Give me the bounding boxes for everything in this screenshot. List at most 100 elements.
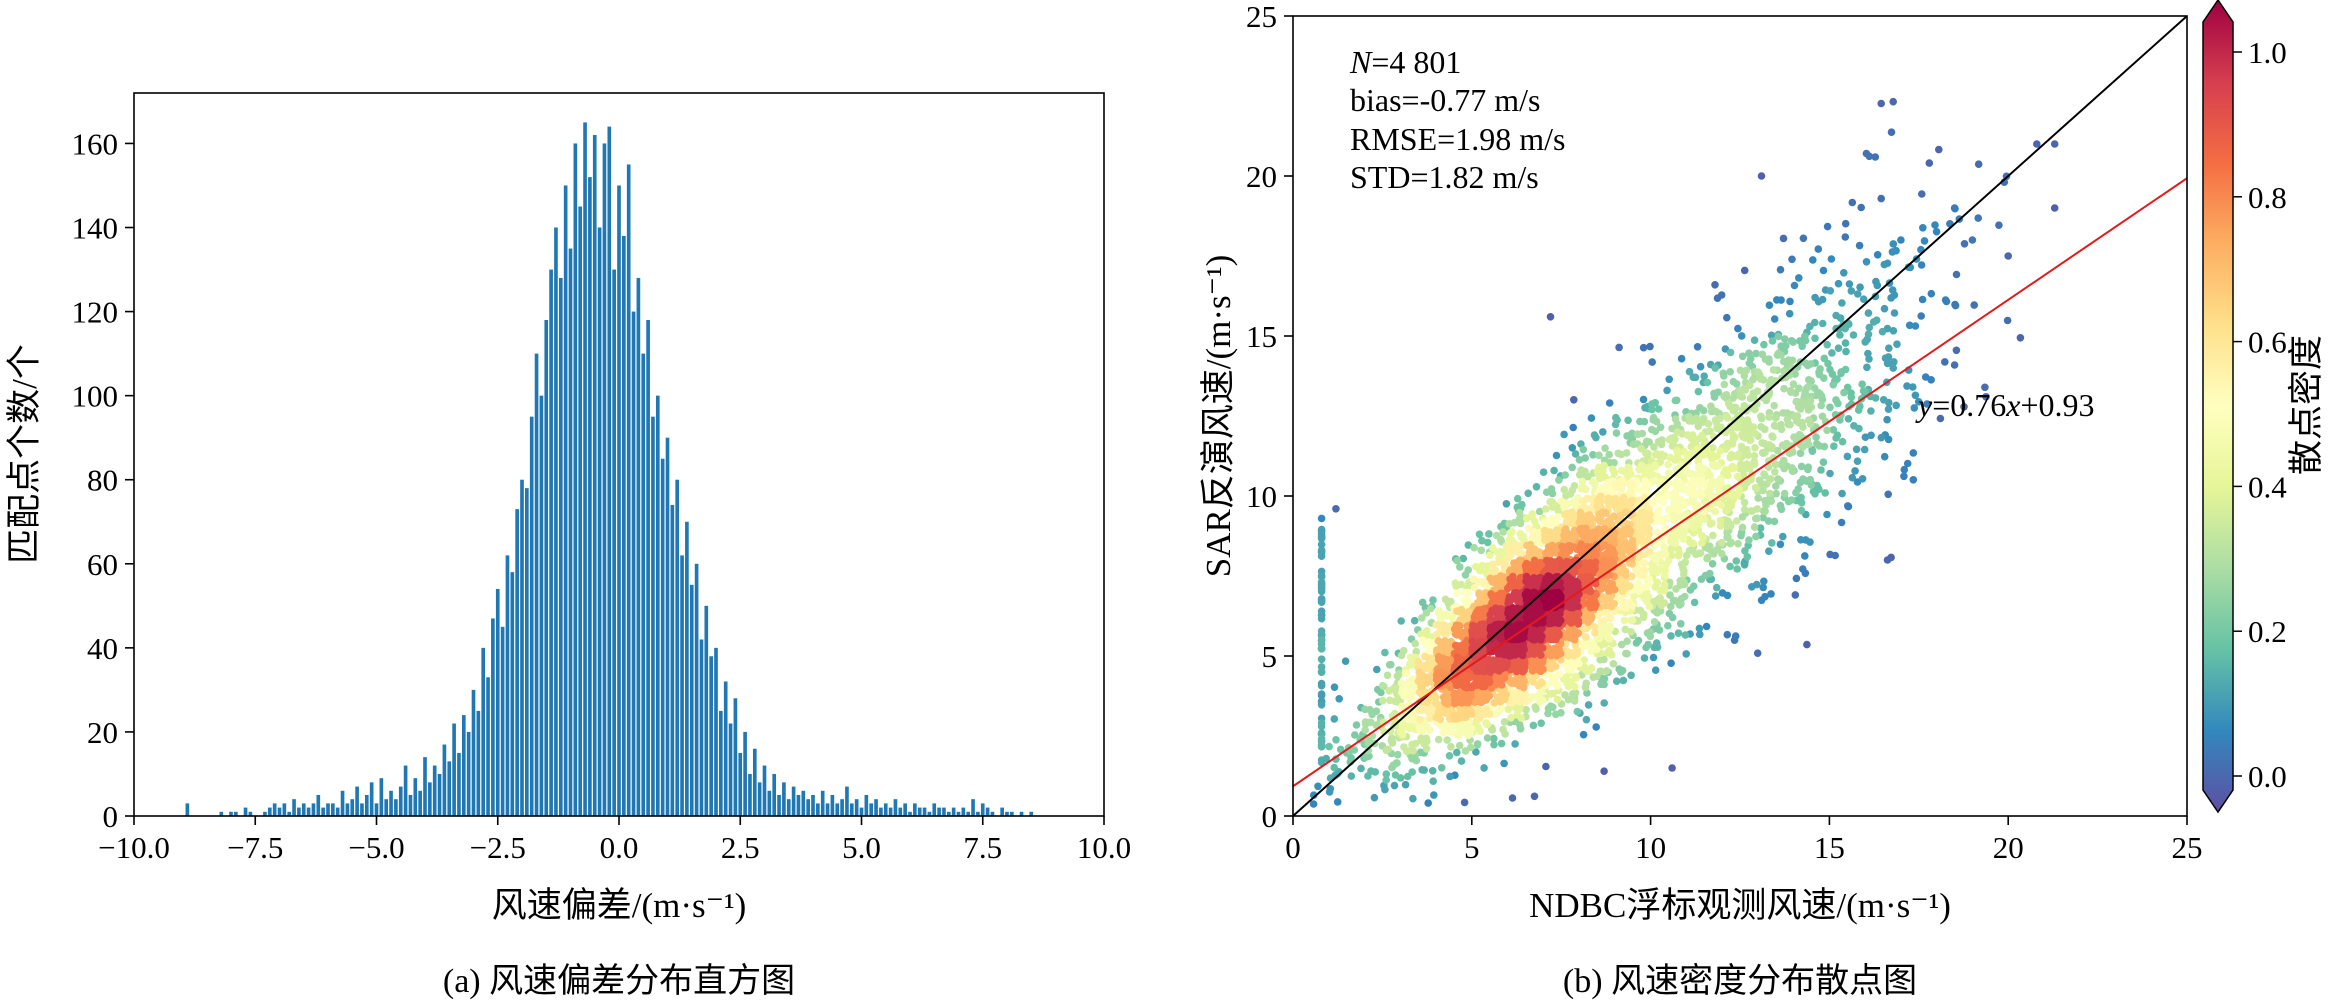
scatter-point xyxy=(1723,412,1731,421)
histogram-bar xyxy=(248,811,253,816)
scatter-point xyxy=(1350,746,1359,754)
scatter-point xyxy=(1674,551,1683,560)
scatter-point xyxy=(1735,485,1743,493)
scatter-point xyxy=(1817,466,1825,474)
scatter-point xyxy=(1810,384,1819,392)
histogram-bar xyxy=(646,319,650,816)
scatter-point xyxy=(1401,669,1410,678)
scatter-point xyxy=(1663,514,1671,522)
scatter-point xyxy=(1668,424,1676,433)
scatter-point xyxy=(1459,677,1468,685)
scatter-point xyxy=(1411,639,1420,648)
scatter-point xyxy=(1633,430,1642,439)
scatter-point xyxy=(1780,384,1788,393)
scatter-point xyxy=(1655,552,1664,560)
scatter-point xyxy=(1903,459,1912,468)
scatter-point xyxy=(1801,359,1810,368)
histogram-bar xyxy=(932,803,937,816)
scatter-point xyxy=(1774,332,1783,341)
scatter-point xyxy=(1622,449,1631,457)
y-tick-label: 160 xyxy=(72,126,119,161)
scatter-point xyxy=(1820,442,1829,451)
scatter-point xyxy=(1513,494,1522,503)
scatter-point xyxy=(1682,551,1691,560)
scatter-point xyxy=(1538,624,1546,633)
scatter-point xyxy=(1772,414,1780,422)
scatter-point xyxy=(1397,617,1405,625)
y-tick-label: 0 xyxy=(103,799,119,834)
histogram-bar xyxy=(879,807,883,816)
scatter-point xyxy=(1630,592,1638,600)
scatter-point xyxy=(1801,336,1810,345)
scatter-point xyxy=(1750,336,1759,345)
scatter-point xyxy=(1661,571,1669,580)
scatter-point xyxy=(1765,301,1774,310)
scatter-point xyxy=(1445,752,1454,760)
scatter-point xyxy=(1820,374,1828,382)
histogram-x-ticks: −10.0 −7.5 −5.0 −2.5 0.0 2.5 5.0 7.5 10.0 xyxy=(98,816,1131,865)
scatter-point xyxy=(1509,572,1517,581)
scatter-point xyxy=(1696,549,1705,557)
scatter-point xyxy=(1884,405,1893,414)
histogram-bar xyxy=(966,811,971,816)
scatter-point xyxy=(1757,172,1766,180)
scatter-point xyxy=(1865,323,1874,332)
histogram-bar xyxy=(825,803,830,816)
scatter-point xyxy=(1610,549,1618,558)
scatter-point xyxy=(1722,391,1731,399)
scatter-point xyxy=(1598,595,1606,604)
scatter-point xyxy=(1460,596,1469,604)
scatter-point xyxy=(1467,724,1476,733)
scatter-point xyxy=(1900,465,1909,474)
scatter-point xyxy=(1628,616,1637,624)
scatter-point xyxy=(1579,575,1587,583)
scatter-point xyxy=(1401,780,1410,789)
scatter-point xyxy=(1544,660,1553,669)
histogram-bar xyxy=(558,277,563,816)
scatter-point xyxy=(1480,680,1489,689)
scatter-point xyxy=(1642,643,1650,652)
scatter-point xyxy=(1619,568,1627,577)
scatter-point xyxy=(1734,324,1742,333)
scatter-point xyxy=(1516,725,1525,733)
histogram-bar xyxy=(680,555,684,816)
scatter-point xyxy=(1607,557,1615,565)
histogram-bar xyxy=(1000,807,1004,816)
scatter-point xyxy=(1578,639,1586,648)
scatter-point xyxy=(1792,574,1801,583)
scatter-point xyxy=(1610,600,1618,608)
scatter-point xyxy=(1781,335,1789,343)
scatter-point xyxy=(1995,221,2003,229)
scatter-point xyxy=(1391,771,1400,779)
scatter-point xyxy=(1668,551,1676,560)
scatter-point xyxy=(1636,551,1644,560)
scatter-point xyxy=(1733,565,1741,573)
scatter-point xyxy=(1693,343,1702,351)
scatter-point xyxy=(1417,706,1426,715)
scatter-point xyxy=(1818,319,1827,328)
scatter-point xyxy=(1600,699,1608,707)
histogram-bar xyxy=(937,807,941,816)
scatter-point xyxy=(1626,548,1634,556)
scatter-point xyxy=(1612,413,1620,422)
scatter-point xyxy=(1651,666,1660,674)
scatter-point xyxy=(1960,240,1969,248)
scatter-point xyxy=(1532,483,1541,491)
scatter-point xyxy=(1829,381,1837,389)
scatter-point xyxy=(1773,446,1782,455)
scatter-point xyxy=(1645,602,1654,611)
histogram-bar xyxy=(607,126,612,816)
scatter-point xyxy=(1585,585,1594,594)
scatter-point xyxy=(1873,251,1882,259)
scatter-point xyxy=(1317,567,1326,576)
histogram-bar xyxy=(1029,811,1034,816)
scatter-point xyxy=(1799,234,1808,243)
scatter-point xyxy=(1523,590,1532,598)
scatter-point xyxy=(1588,639,1596,648)
scatter-point xyxy=(1910,404,1919,412)
scatter-point xyxy=(1723,630,1732,639)
scatter-point xyxy=(1570,626,1579,635)
histogram-bar xyxy=(927,811,932,816)
scatter-point xyxy=(1769,366,1778,374)
scatter-point xyxy=(1532,603,1540,612)
